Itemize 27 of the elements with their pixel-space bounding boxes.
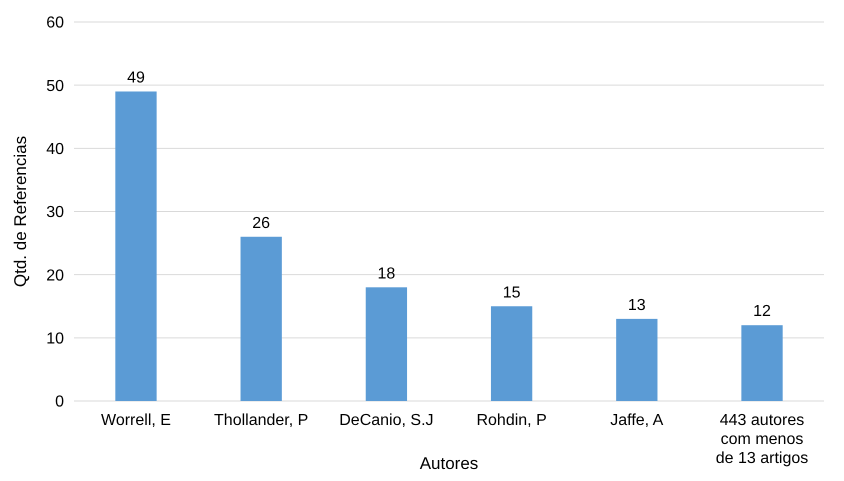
- y-axis-title: Qtd. de Referencias: [11, 136, 30, 288]
- data-label: 18: [377, 265, 396, 282]
- data-label: 13: [628, 296, 646, 314]
- data-label: 15: [502, 284, 521, 302]
- y-tick-label: 60: [46, 14, 64, 32]
- bar: [616, 318, 658, 401]
- x-axis-title: Autores: [420, 454, 478, 473]
- x-tick-label: Worrell, E: [101, 412, 171, 429]
- bar: [366, 287, 408, 401]
- y-tick-label: 10: [46, 330, 64, 348]
- x-tick-label: Rohdin, P: [476, 412, 547, 429]
- bar: [490, 306, 532, 401]
- y-tick-label: 0: [55, 394, 64, 411]
- x-tick-label: 443 autores com menos de 13 artigos: [716, 412, 808, 467]
- x-tick-label: Thollander, P: [214, 412, 308, 429]
- bar: [741, 325, 783, 401]
- y-tick-label: 40: [46, 140, 64, 158]
- bar: [115, 91, 157, 401]
- data-label: 12: [753, 303, 772, 320]
- x-tick-label: DeCanio, S.J: [339, 412, 434, 429]
- data-label: 26: [252, 214, 270, 232]
- y-tick-label: 30: [46, 204, 64, 222]
- data-label: 49: [127, 69, 145, 86]
- bar: [240, 236, 282, 401]
- y-tick-label: 50: [46, 78, 64, 95]
- x-tick-label: Jaffe, A: [610, 412, 664, 429]
- y-tick-label: 20: [46, 267, 64, 284]
